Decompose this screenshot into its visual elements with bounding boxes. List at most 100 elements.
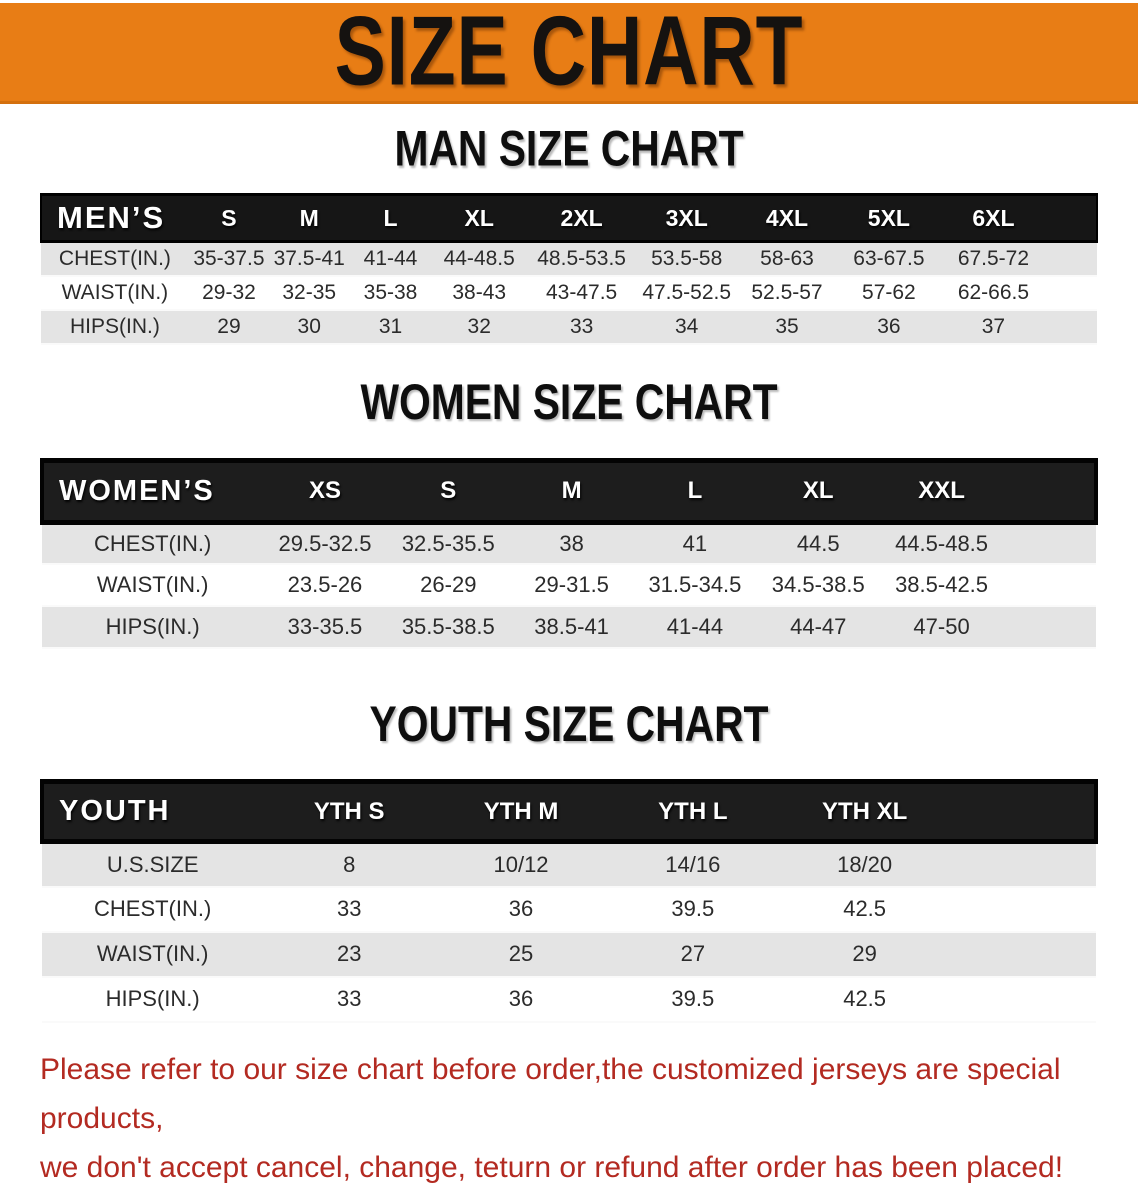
size-header-cell: 5XL	[837, 193, 941, 243]
size-value-cell: 29	[217, 314, 241, 338]
men-size-table: MEN’S S M L XL 2XL 3XL 4XL 5XL 6XL CHEST(IN.) 35-37…	[40, 193, 1098, 345]
size-header-cell: XL	[431, 193, 527, 243]
category-label-cell: YOUTH	[39, 779, 264, 844]
size-value-cell: 35-38	[363, 280, 418, 304]
size-value-cell: 29-32	[202, 280, 256, 304]
size-value-cell: 36	[877, 314, 901, 338]
size-header-cell: YTH L	[606, 779, 779, 844]
size-value-cell: 44.5-48.5	[895, 530, 989, 556]
size-value-cell: 23.5-26	[287, 572, 363, 597]
filler-cell	[951, 977, 1096, 1022]
size-value-cell: 25	[508, 941, 534, 966]
measure-label-cell: U.S.SIZE	[106, 851, 199, 877]
size-value-cell: 33	[336, 896, 362, 921]
size-header-cell: 3XL	[636, 193, 737, 243]
size-header-cell: 4XL	[736, 193, 838, 243]
size-value-cell: 31	[378, 314, 403, 338]
size-value-cell: 58-63	[760, 246, 814, 270]
size-value-cell: 42.5	[843, 986, 887, 1011]
size-value-cell: 67.5-72	[957, 246, 1030, 270]
section-women: WOMEN SIZE CHART WOMEN’S XS S M L XL XXL CHEST(I…	[0, 374, 1138, 650]
filler-cell	[1003, 522, 1096, 564]
notice-line-1: Please refer to our size chart before or…	[40, 1052, 1061, 1135]
size-value-cell: 47.5-52.5	[642, 280, 732, 304]
size-value-cell: 29	[852, 941, 877, 966]
size-value-cell: 34	[675, 314, 699, 338]
women-size-table: WOMEN’S XS S M L XL XXL CHEST(IN.) 29.5-32.5 32.5…	[39, 457, 1098, 650]
measure-label-cell: WAIST(IN.)	[96, 572, 209, 597]
size-value-cell: 26-29	[420, 572, 477, 597]
measurement-row: U.S.SIZE 8 10/12 14/16 18/20	[42, 841, 1096, 887]
charts-container: MAN SIZE CHART MEN’S S M L XL 2XL 3XL 4XL 5XL 6XL C…	[0, 121, 1138, 1023]
notice-line-2: we don't accept cancel, change, teturn o…	[40, 1150, 1064, 1184]
size-value-cell: 32.5-35.5	[401, 530, 495, 556]
size-value-cell: 44-47	[790, 614, 847, 639]
size-value-cell: 31.5-34.5	[648, 572, 742, 597]
size-value-cell: 39.5	[671, 986, 715, 1011]
size-header-cell: XL	[756, 457, 880, 525]
size-value-cell: 34.5-38.5	[771, 572, 865, 597]
size-header-cell: XXL	[879, 457, 1004, 525]
size-value-cell: 38.5-41	[534, 614, 609, 639]
measure-label-cell: WAIST(IN.)	[61, 280, 169, 304]
measurement-row: HIPS(IN.) 29 30 31 32 33 34 35 36 37	[41, 309, 1097, 344]
size-value-cell: 48.5-53.5	[537, 246, 626, 270]
filler-cell	[1003, 606, 1096, 648]
page-title: SIZE CHART	[334, 3, 804, 104]
size-value-cell: 35	[775, 314, 799, 338]
measure-label-cell: HIPS(IN.)	[105, 614, 200, 639]
measure-label-cell: HIPS(IN.)	[69, 314, 160, 338]
filler-cell	[1046, 310, 1097, 344]
size-value-cell: 57-62	[862, 280, 916, 304]
size-header-cell: S	[188, 193, 270, 243]
measurement-row: CHEST(IN.) 29.5-32.5 32.5-35.5 38 41 44.5 44.5…	[42, 522, 1096, 564]
size-header-cell: 2XL	[526, 193, 637, 243]
filler-cell	[1003, 564, 1096, 606]
measurement-row: HIPS(IN.) 33-35.5 35.5-38.5 38.5-41 41-44 44-…	[42, 606, 1096, 648]
size-value-cell: 33	[569, 314, 594, 338]
size-value-cell: 32	[467, 314, 491, 338]
size-value-cell: 35.5-38.5	[401, 614, 495, 639]
filler-cell	[951, 887, 1096, 932]
measurement-row: WAIST(IN.) 29-32 32-35 35-38 38-43 43-47.5 47.…	[41, 275, 1097, 310]
size-value-cell: 33-35.5	[287, 614, 363, 639]
measure-label-cell: HIPS(IN.)	[105, 986, 200, 1011]
category-label-cell: WOMEN’S	[39, 457, 264, 525]
size-value-cell: 52.5-57	[751, 280, 823, 304]
footer-notice: Please refer to our size chart before or…	[0, 1045, 1138, 1192]
men-section-heading: MAN SIZE CHART	[394, 121, 744, 178]
size-chart-page: SIZE CHART MAN SIZE CHART MEN’S S M L XL 2XL 3X…	[0, 3, 1138, 1184]
size-header-cell: XS	[263, 457, 387, 525]
measure-label-cell: CHEST(IN.)	[58, 246, 171, 270]
measurement-row: CHEST(IN.) 35-37.5 37.5-41 41-44 44-48.5 48.5…	[41, 241, 1097, 276]
filler-cell	[1046, 276, 1097, 310]
category-label-cell: MEN’S	[40, 193, 189, 243]
women-section-heading: WOMEN SIZE CHART	[360, 374, 778, 430]
measurement-row: WAIST(IN.) 23 25 27 29	[42, 931, 1096, 977]
size-value-cell: 41-44	[363, 246, 418, 270]
size-header-cell: L	[349, 193, 432, 243]
measurement-row: CHEST(IN.) 33 36 39.5 42.5	[42, 886, 1096, 932]
size-value-cell: 44-48.5	[443, 246, 515, 270]
size-value-cell: 23	[336, 941, 362, 966]
size-value-cell: 42.5	[843, 896, 887, 921]
size-header-cell: M	[269, 193, 350, 243]
size-value-cell: 29.5-32.5	[278, 530, 372, 556]
size-value-cell: 27	[680, 941, 706, 966]
size-header-cell: S	[386, 457, 510, 525]
section-youth: YOUTH SIZE CHART YOUTH YTH S YTH M YTH L YTH …	[0, 697, 1138, 1023]
size-value-cell: 39.5	[671, 896, 715, 921]
measure-label-cell: WAIST(IN.)	[96, 941, 209, 966]
size-header-cell: M	[509, 457, 634, 525]
filler-cell	[1046, 193, 1098, 243]
size-header-cell: L	[633, 457, 757, 525]
measurement-row: WAIST(IN.) 23.5-26 26-29 29-31.5 31.5-34.5 34…	[42, 564, 1096, 606]
size-value-cell: 10/12	[493, 851, 549, 877]
banner: SIZE CHART	[0, 3, 1138, 104]
size-value-cell: 36	[508, 986, 534, 1011]
size-value-cell: 32-35	[282, 280, 337, 304]
size-value-cell: 29-31.5	[534, 572, 609, 597]
size-value-cell: 36	[508, 896, 534, 921]
size-value-cell: 37	[981, 314, 1006, 338]
size-value-cell: 43-47.5	[546, 280, 618, 304]
